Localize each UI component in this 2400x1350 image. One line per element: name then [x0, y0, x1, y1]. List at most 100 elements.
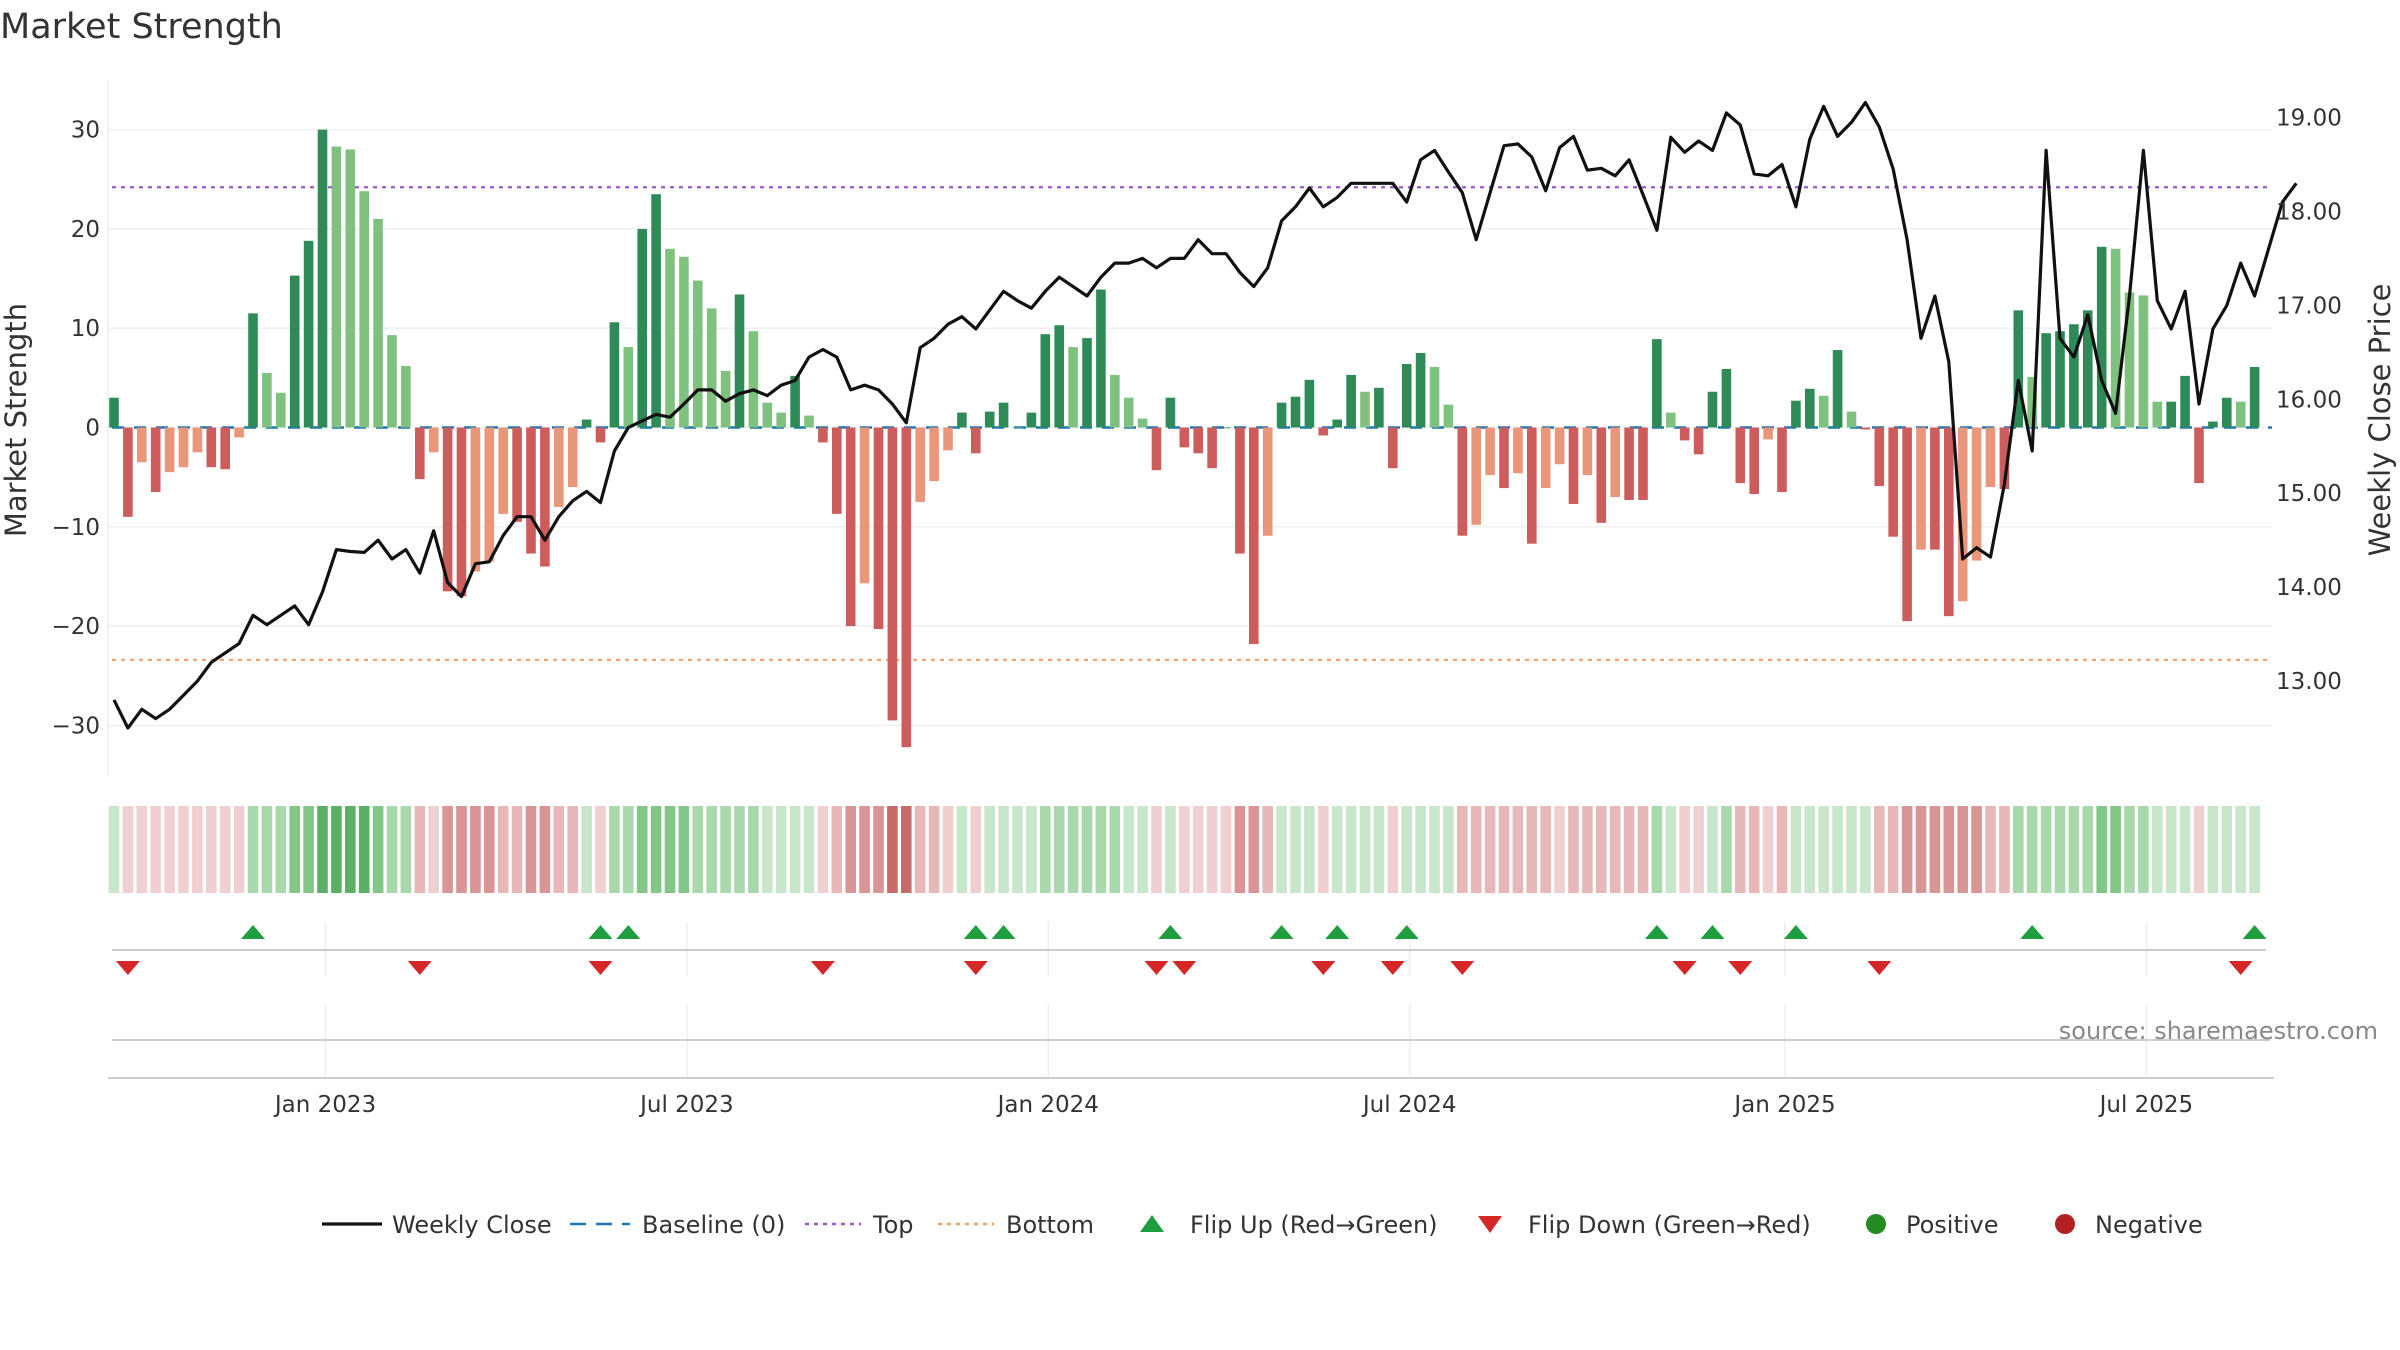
flip-up-marker [241, 925, 265, 939]
strength-bar [1957, 427, 1968, 602]
regime-cell [345, 806, 356, 893]
right-axis: 19.00 18.00 17.00 16.00 15.00 14.00 13.00 [2276, 106, 2342, 696]
strength-bar [1485, 427, 1495, 476]
flip-down-marker [810, 961, 835, 975]
regime-cell [609, 806, 620, 893]
strength-bar [1818, 395, 1829, 428]
strength-bar [123, 427, 133, 517]
strength-bar [693, 280, 703, 428]
regime-cell [1887, 806, 1899, 893]
regime-cell [942, 806, 954, 893]
regime-cell [1846, 806, 1857, 893]
strength-bar [901, 427, 912, 748]
regime-cell [1971, 806, 1982, 893]
strength-bar [428, 427, 439, 453]
flip-up-marker [2242, 925, 2267, 939]
strength-bar [1318, 427, 1329, 436]
regime-cell [789, 806, 801, 893]
regime-cell [539, 806, 551, 893]
regime-cell [2082, 806, 2094, 893]
strength-bar [1735, 427, 1746, 484]
strength-bar [1332, 419, 1342, 428]
legend-label-baseline: Baseline (0) [642, 1211, 785, 1239]
regime-cell [1748, 806, 1760, 893]
regime-cell [1679, 806, 1690, 893]
strength-bar [387, 335, 397, 428]
regime-cell [1053, 806, 1065, 893]
strength-bar [637, 228, 647, 428]
legend: Weekly Close Baseline (0) Top Bottom Flip Up… [322, 1211, 2203, 1239]
strength-bar [873, 427, 884, 630]
regime-cell [2221, 806, 2233, 893]
strength-bar [1346, 374, 1356, 428]
regime-cell [1206, 806, 1218, 893]
regime-cell [901, 806, 912, 893]
regime-cell [678, 806, 690, 893]
regime-cell [456, 806, 467, 893]
strength-bar [2096, 246, 2107, 428]
strength-bar [581, 419, 592, 428]
regime-cell [1192, 806, 1204, 893]
strength-bar [1374, 387, 1384, 428]
strength-bar [512, 427, 522, 522]
regime-cell [1832, 806, 1843, 893]
strength-bar [1249, 427, 1259, 644]
regime-cell [914, 806, 926, 893]
strength-bar [1415, 353, 1426, 428]
left-tick-label: 20 [71, 217, 100, 243]
strength-bar [248, 313, 258, 428]
strength-bar [887, 427, 898, 721]
regime-cell [1512, 806, 1524, 893]
strength-bar [2110, 248, 2121, 428]
flip-up-marker [1700, 925, 1725, 939]
regime-cell [1276, 806, 1287, 893]
regime-cell [1345, 806, 1357, 893]
right-tick-label: 18.00 [2276, 199, 2342, 225]
legend-swatch-flip-down [1478, 1216, 1502, 1233]
strength-bar [679, 256, 689, 428]
regime-cell [748, 806, 759, 893]
strength-bar [1262, 427, 1273, 536]
regime-cell [595, 806, 606, 893]
regime-cell [1804, 806, 1816, 893]
regime-cell [1498, 806, 1510, 893]
regime-cell [1248, 806, 1260, 893]
regime-cell [1401, 806, 1412, 893]
strength-bar [1693, 427, 1704, 455]
flip-down-marker [1728, 961, 1753, 975]
regime-cell [1609, 806, 1621, 893]
regime-cell [1304, 806, 1315, 893]
regime-cell [1721, 806, 1732, 893]
strength-bar [276, 392, 286, 428]
regime-cell [2235, 806, 2246, 893]
regime-cell [1095, 806, 1107, 893]
regime-cell [2054, 806, 2066, 893]
strength-bar [859, 427, 870, 584]
strength-bar [1985, 427, 1996, 488]
regime-cell [1318, 806, 1329, 893]
regime-cell [2152, 806, 2163, 893]
regime-cell [1860, 806, 1871, 893]
regime-cell [2068, 806, 2080, 893]
regime-cell [845, 806, 856, 893]
regime-cell [1387, 806, 1399, 893]
strength-bar [2124, 292, 2135, 428]
regime-cell [1568, 806, 1579, 893]
regime-cell [358, 806, 370, 893]
regime-cell [1985, 806, 1996, 893]
flip-down-marker [2228, 961, 2253, 975]
regime-cell [331, 806, 342, 893]
legend-label-flip_down: Flip Down (Green→Red) [1528, 1211, 1811, 1239]
x-tick-label: Jan 2024 [996, 1092, 1099, 1118]
regime-cell [261, 806, 273, 893]
regime-cell [775, 806, 787, 893]
flip-up-marker [616, 925, 641, 939]
flip-up-marker [1269, 925, 1294, 939]
strength-bar [1638, 427, 1648, 500]
regime-cell [984, 806, 995, 893]
strength-bar [1874, 427, 1885, 487]
strength-bar [1457, 427, 1468, 536]
regime-cell [1582, 806, 1593, 893]
regime-cell [178, 806, 189, 893]
